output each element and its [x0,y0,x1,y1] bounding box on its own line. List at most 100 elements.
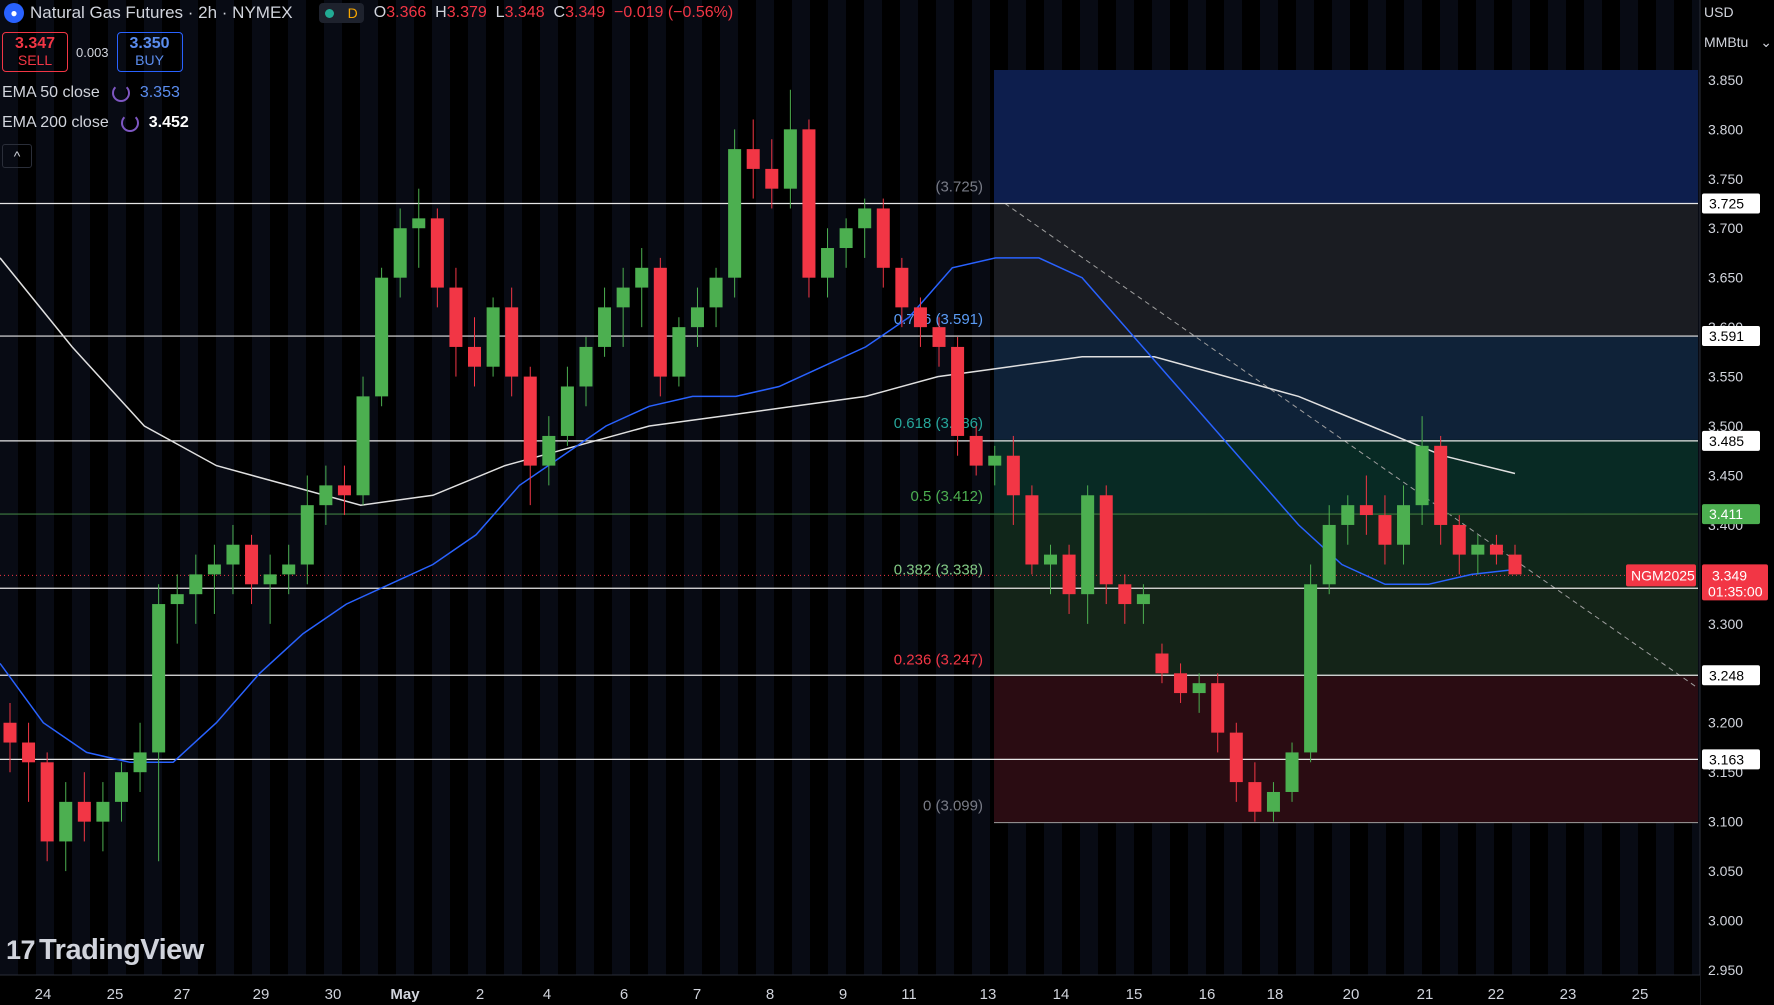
candle-body [1489,544,1503,555]
time-tick: 18 [1267,986,1284,1003]
candle-body [1359,505,1373,516]
candle-body [505,307,519,377]
time-tick: 16 [1199,986,1216,1003]
spread-value: 0.003 [76,44,109,60]
candle-body [1434,445,1448,525]
logo-text: TradingView [39,934,204,966]
price-tick: 3.550 [1708,369,1743,385]
candle-body [1155,653,1169,674]
candle-body [895,267,909,308]
open-value: 3.366 [386,4,427,21]
candle-body [598,307,612,347]
market-status-pill[interactable]: D [318,3,364,23]
candle-body [1341,505,1355,525]
candle [746,119,760,199]
candle [1043,544,1057,595]
candle-body [152,604,166,753]
candle [468,317,482,387]
candle-body [690,307,704,328]
candle-body [672,327,686,377]
candle [1359,475,1373,535]
fib-zone [994,336,1698,440]
candle-body [1378,515,1392,545]
low-value: 3.348 [504,4,545,21]
candle [1192,673,1206,713]
candle [337,465,351,516]
candle [802,119,816,298]
sell-button[interactable]: 3.347 SELL [2,32,68,72]
candle-body [1304,584,1318,753]
candle-body [839,228,853,249]
indicator-ema50[interactable]: EMA 50 close 3.353 [2,84,180,102]
time-tick: 29 [253,986,270,1003]
trade-panel: 3.347 SELL 0.003 3.350 BUY [2,32,183,72]
chevron-down-icon: ⌄ [1760,34,1772,50]
session-stripe [72,0,90,975]
candle [616,267,630,347]
fib-label: 0.236 (3.247) [894,651,983,668]
session-stripe [972,0,990,975]
candle-body [1471,544,1485,555]
candle [430,208,444,308]
time-tick: 25 [1632,986,1649,1003]
time-axis: 24 25 27 29 30 May 2 4 6 7 8 9 11 13 14 15 16 18 20 21 22 23 2… [0,974,1700,1005]
level-tag-text: 3.725 [1709,196,1744,212]
indicator-ema200[interactable]: EMA 200 close 3.452 [2,114,189,132]
level-tag [1702,326,1760,347]
candle [40,752,54,862]
candle [951,337,965,456]
ema50-line [0,257,1516,764]
candle-body [40,762,54,842]
candle-body [133,752,147,773]
session-stripe [576,0,594,975]
fib-label: 0.618 (3.486) [894,415,983,432]
candle [1006,435,1020,525]
symbol-title[interactable]: Natural Gas Futures · 2h · NYMEX [30,3,293,22]
countdown-text: 01:35:00 [1708,583,1763,599]
level-tag [1702,193,1760,214]
candle [114,762,128,822]
candle-body [1118,584,1132,605]
candle [1229,722,1243,802]
unit-selector[interactable]: MMBtu ⌄ [1704,34,1774,51]
ema200-line [0,257,1516,506]
session-stripe [396,0,414,975]
candle-body [1136,594,1150,605]
candle-body [746,149,760,169]
candle [839,218,853,268]
session-stripe [504,0,522,975]
market-open-icon [324,8,334,18]
candle [1489,534,1503,565]
session-stripe [612,0,630,975]
unit-label: MMBtu [1704,34,1749,50]
candle [1415,416,1429,525]
ohlc-readout: O3.366 H3.379 L3.348 C3.349 −0.019 (−0.5… [373,4,734,21]
level-tag-text: 3.163 [1709,751,1744,767]
chevron-up-icon: ^ [13,148,21,164]
currency-label: USD [1704,4,1734,20]
candle-body [1229,732,1243,783]
candle [1118,574,1132,624]
candle-body [783,129,797,189]
candle [300,475,314,585]
level-tag [1702,504,1760,525]
loading-icon [120,114,139,132]
candle-body [1174,673,1188,694]
collapse-legend-button[interactable]: ^ [2,144,32,168]
price-tick: 3.000 [1708,913,1743,929]
candle [709,267,723,328]
candle-body [802,129,816,278]
indicator-label: EMA 50 close [2,84,100,101]
currency-selector[interactable]: USD [1704,4,1774,20]
candle-body [22,742,36,763]
buy-button[interactable]: 3.350 BUY [116,32,183,72]
candle-body [858,208,872,229]
candle-body [913,307,927,328]
tradingview-logo[interactable]: 17 TradingView [6,934,204,967]
level-tag [1702,749,1760,770]
close-value: 3.349 [565,4,606,21]
candle [895,257,909,328]
candle [932,317,946,367]
level-tag [1702,665,1760,686]
